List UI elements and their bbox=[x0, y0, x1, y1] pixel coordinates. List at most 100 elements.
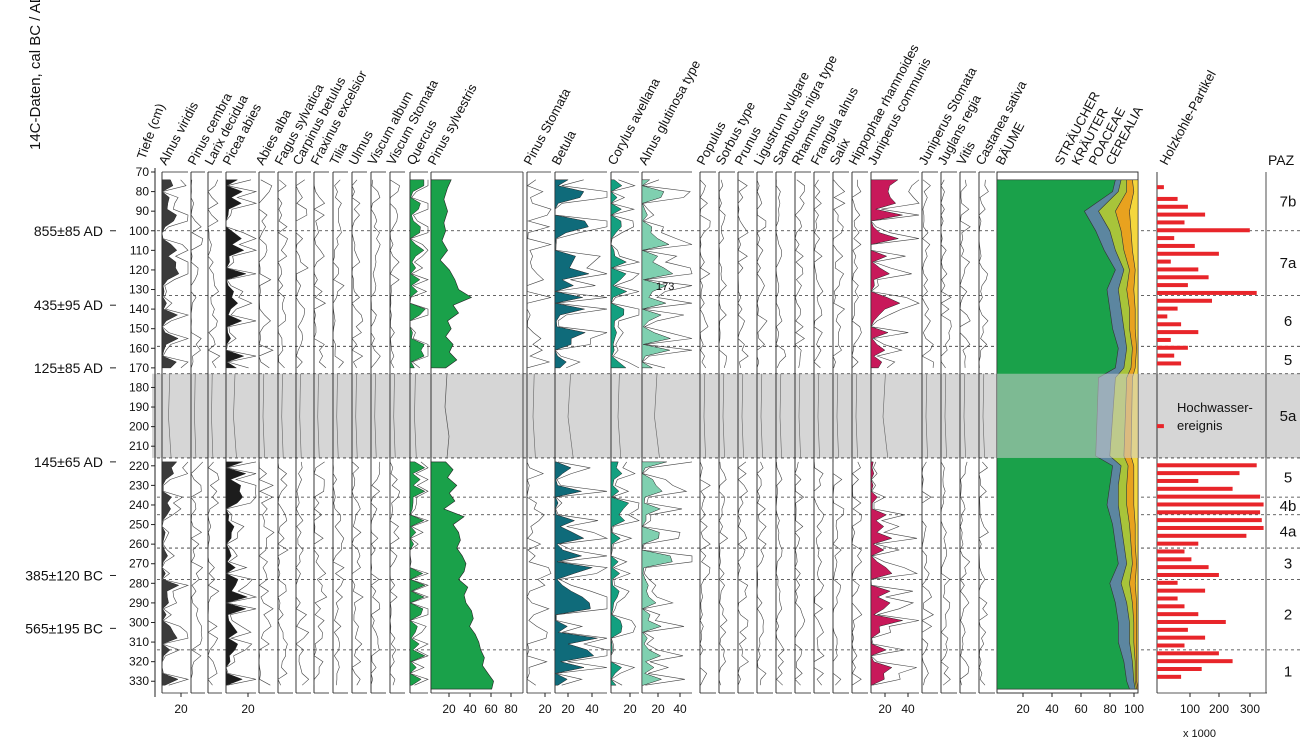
panel-fraxinus-excelsior bbox=[313, 171, 329, 694]
taxon-flood-curve bbox=[654, 373, 660, 458]
panel-juglans-regia bbox=[940, 171, 957, 694]
taxon-flood-curve bbox=[703, 373, 706, 458]
panel-pinus-stomata bbox=[526, 171, 552, 694]
charcoal-bar bbox=[1157, 510, 1261, 515]
x-tick-label: 300 bbox=[1240, 702, 1260, 716]
x-tick-label: 40 bbox=[585, 702, 599, 716]
taxon-flood-curve bbox=[532, 373, 536, 458]
charcoal-bar bbox=[1157, 212, 1206, 217]
panel-ulmus bbox=[351, 171, 367, 694]
charcoal-bar bbox=[1157, 541, 1199, 546]
depth-tick-label: 230 bbox=[129, 478, 149, 492]
taxon-area bbox=[161, 179, 180, 369]
charcoal-bar bbox=[1157, 275, 1209, 280]
depth-tick-label: 260 bbox=[129, 537, 149, 551]
depth-tick-label: 150 bbox=[129, 322, 149, 336]
x-tick-label: 60 bbox=[1074, 702, 1088, 716]
x-tick-label: 80 bbox=[1103, 702, 1117, 716]
panel-abies-alba bbox=[258, 171, 275, 694]
taxon-curve bbox=[641, 461, 693, 686]
charcoal-bar bbox=[1157, 290, 1257, 295]
taxon-curve bbox=[555, 461, 609, 686]
charcoal-bar bbox=[1157, 580, 1178, 585]
depth-tick-label: 160 bbox=[129, 341, 149, 355]
x-tick-label: 20 bbox=[241, 702, 255, 716]
taxon-curve bbox=[699, 179, 711, 369]
depth-tick-label: 290 bbox=[129, 596, 149, 610]
x-tick-label: 20 bbox=[538, 702, 552, 716]
taxon-area bbox=[641, 179, 674, 369]
taxon-flood-curve bbox=[944, 373, 947, 458]
depth-tick-label: 280 bbox=[129, 576, 149, 590]
taxon-curve bbox=[641, 179, 693, 369]
charcoal-bar bbox=[1157, 635, 1206, 640]
depth-tick-label: 120 bbox=[129, 263, 149, 277]
taxon-flood-curve bbox=[836, 373, 839, 458]
taxon-curve bbox=[409, 461, 429, 686]
taxon-curve bbox=[718, 461, 729, 686]
taxon-curve bbox=[737, 179, 749, 368]
x-tick-label: 40 bbox=[463, 702, 477, 716]
taxon-flood-curve bbox=[233, 373, 237, 458]
taxon-curve bbox=[225, 461, 258, 686]
depth-tick-label: 140 bbox=[129, 302, 149, 316]
x-tick-label: 20 bbox=[561, 702, 575, 716]
charcoal-bar bbox=[1157, 283, 1188, 288]
taxon-curve bbox=[870, 179, 920, 369]
panel-quercus bbox=[409, 171, 429, 694]
charcoal-bar bbox=[1157, 557, 1192, 562]
taxon-curve bbox=[207, 179, 221, 369]
zone-label: 4a bbox=[1280, 523, 1297, 540]
charcoal-bar bbox=[1157, 666, 1202, 671]
panel-pinus-cembra bbox=[190, 171, 205, 694]
depth-tick-label: 80 bbox=[136, 185, 150, 199]
taxon-flood-curve bbox=[194, 373, 197, 458]
charcoal-bar bbox=[1157, 424, 1164, 429]
zone-label: 2 bbox=[1284, 607, 1292, 624]
taxon-curve bbox=[832, 179, 846, 368]
taxon-area bbox=[554, 179, 590, 369]
taxon-curve bbox=[258, 461, 275, 686]
taxon-curve bbox=[813, 461, 825, 686]
taxon-flood-curve bbox=[299, 373, 302, 458]
panel-rhamnus bbox=[794, 171, 811, 694]
taxon-curve bbox=[258, 179, 274, 369]
charcoal-bar bbox=[1157, 228, 1250, 233]
panel-vitis bbox=[959, 171, 976, 694]
taxon-area bbox=[554, 461, 598, 686]
taxon-flood-curve bbox=[617, 373, 622, 458]
x-tick-label: 200 bbox=[1209, 702, 1229, 716]
taxon-label: Holzkohle-Partikel bbox=[1156, 68, 1218, 168]
x-tick-label: 100 bbox=[1124, 702, 1144, 716]
flood-label-2: ereignis bbox=[1177, 418, 1223, 433]
depth-tick-label: 270 bbox=[129, 557, 149, 571]
taxon-curve bbox=[940, 179, 952, 369]
depth-tick-label: 200 bbox=[129, 420, 149, 434]
charcoal-bar bbox=[1157, 565, 1209, 570]
charcoal-bar bbox=[1157, 267, 1199, 272]
taxon-flood-curve bbox=[925, 373, 928, 458]
zone-label: 4b bbox=[1280, 498, 1297, 515]
panel-pinus-sylvestris bbox=[430, 171, 524, 694]
zone-label: 1 bbox=[1284, 663, 1292, 680]
taxon-curve bbox=[775, 179, 787, 369]
taxon-curve bbox=[978, 461, 989, 686]
taxon-curve bbox=[207, 461, 220, 686]
taxon-curve bbox=[870, 461, 920, 686]
taxon-flood-curve bbox=[760, 373, 763, 458]
depth-tick-label: 310 bbox=[129, 635, 149, 649]
panel-castanea-sativa bbox=[978, 171, 995, 694]
taxon-curve bbox=[921, 179, 934, 368]
charcoal-bar bbox=[1157, 572, 1219, 577]
x-tick-label: 60 bbox=[484, 702, 498, 716]
taxon-curve bbox=[332, 179, 345, 369]
taxon-flood-curve bbox=[982, 373, 985, 458]
zone-label: 5a bbox=[1280, 408, 1297, 425]
pinus-sylvestris-flood-curve bbox=[444, 373, 450, 458]
depth-tick-label: 110 bbox=[130, 243, 149, 257]
taxon-curve bbox=[277, 461, 289, 686]
panel-alnus-viridis bbox=[161, 171, 190, 694]
charcoal-bar bbox=[1157, 533, 1247, 538]
panel-alnus-glutinosa-type bbox=[641, 171, 693, 694]
taxon-curve bbox=[554, 179, 608, 369]
